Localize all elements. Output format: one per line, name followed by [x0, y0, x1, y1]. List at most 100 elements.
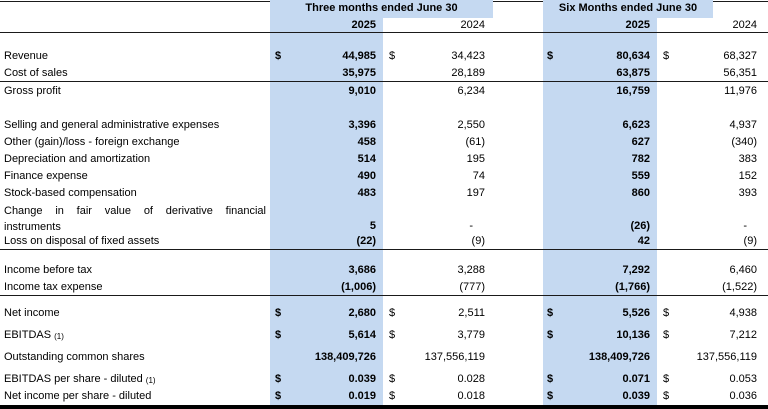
value-cell: 483: [357, 187, 376, 199]
currency-symbol: $: [547, 50, 554, 62]
currency-symbol: $: [275, 390, 282, 402]
currency-symbol: $: [547, 373, 554, 385]
value-cell: 4,937: [729, 119, 757, 131]
value-cell: 10,136: [616, 329, 650, 341]
value-cell: 44,985: [342, 50, 376, 62]
row-label: Income before tax: [4, 264, 93, 276]
table-row-other-gain-loss-fx: Other (gain)/loss - foreign exchange 458…: [0, 134, 768, 151]
value-cell: 138,409,726: [314, 351, 376, 363]
spacer-row: [0, 33, 768, 48]
value-cell: 627: [631, 136, 650, 148]
value-cell: 9,010: [348, 85, 376, 97]
row-label: Stock-based compensation: [4, 187, 137, 199]
table-row-cost-of-sales: Cost of sales 35,975 28,189 63,875 56,35…: [0, 65, 768, 82]
row-label: Net income per share - diluted: [4, 390, 152, 402]
value-cell: 137,556,119: [696, 351, 757, 363]
row-label: Net income: [4, 307, 60, 319]
value-cell: 383: [738, 153, 757, 165]
value-cell: 68,327: [723, 50, 757, 62]
value-cell: 0.039: [622, 390, 650, 402]
value-cell: 860: [631, 187, 650, 199]
table-row-outstanding-shares: Outstanding common shares 138,409,726 13…: [0, 349, 768, 366]
value-cell: 2,550: [457, 119, 485, 131]
table-row-ebitdas-per-share: EBITDAS per share - diluted (1) $0.039 $0…: [0, 371, 768, 388]
value-cell: 11,976: [724, 85, 757, 97]
currency-symbol: $: [389, 307, 396, 319]
value-cell: 0.071: [622, 373, 650, 385]
value-cell: (22): [356, 235, 376, 247]
value-cell: 2,680: [348, 307, 376, 319]
year-header-row: 2025 2024 2025 2024: [0, 18, 768, 33]
value-cell: 195: [466, 153, 485, 165]
table-row-finance-expense: Finance expense 490 74 559 152: [0, 168, 768, 185]
year-header-2025-h: 2025: [625, 19, 650, 31]
value-cell: 7,212: [729, 329, 757, 341]
table-body: 2025 2024 2025 2024 Revenue $44,985 $34,…: [0, 18, 768, 405]
currency-symbol: $: [663, 307, 670, 319]
currency-symbol: $: [547, 390, 554, 402]
value-cell: 490: [357, 170, 376, 182]
currency-symbol: $: [275, 50, 282, 62]
value-cell: 559: [631, 170, 650, 182]
footnote-marker: (1): [145, 376, 156, 385]
value-cell: (1,006): [341, 281, 376, 293]
value-cell: 56,351: [723, 67, 757, 79]
currency-symbol: $: [275, 307, 282, 319]
value-cell: 42: [637, 235, 650, 247]
value-cell: 3,686: [348, 264, 376, 276]
year-header-2024-h: 2024: [732, 19, 757, 31]
row-label: Gross profit: [4, 85, 61, 97]
value-cell: 152: [738, 170, 757, 182]
table-row-depreciation-amortization: Depreciation and amortization 514 195 78…: [0, 151, 768, 168]
row-label: Finance expense: [4, 170, 88, 182]
currency-symbol: $: [663, 390, 670, 402]
value-cell: 63,875: [616, 67, 650, 79]
spacer-row: [0, 250, 768, 262]
value-cell: 28,189: [451, 67, 485, 79]
value-cell: 0.039: [348, 373, 376, 385]
row-label-text: EBITDAS: [4, 329, 52, 341]
row-label-text: EBITDAS per share - diluted: [4, 373, 143, 385]
value-cell: (340): [731, 136, 757, 148]
row-label: Revenue: [4, 50, 49, 62]
row-label: Other (gain)/loss - foreign exchange: [4, 136, 180, 148]
value-cell: 514: [357, 153, 376, 165]
row-label: Cost of sales: [4, 67, 68, 79]
currency-symbol: $: [663, 373, 670, 385]
value-cell: 197: [466, 187, 485, 199]
value-cell: (9): [471, 235, 485, 247]
value-cell: 74: [472, 170, 485, 182]
table-row-loss-on-disposal: Loss on disposal of fixed assets (22) (9…: [0, 234, 768, 250]
value-cell: 3,396: [348, 119, 376, 131]
table-row-income-tax-expense: Income tax expense (1,006) (777) (1,766)…: [0, 279, 768, 296]
value-cell: 138,409,726: [588, 351, 650, 363]
value-cell: (61): [465, 136, 485, 148]
highlight-band-six-months: [543, 0, 713, 18]
value-cell: 0.028: [457, 373, 485, 385]
table-row-ebitdas: EBITDAS (1) $5,614 $3,779 $10,136 $7,212: [0, 327, 768, 344]
value-cell: -: [469, 220, 473, 232]
currency-symbol: $: [663, 329, 670, 341]
value-cell: 35,975: [342, 67, 376, 79]
currency-symbol: $: [275, 373, 282, 385]
value-cell: 3,288: [457, 264, 485, 276]
currency-symbol: $: [547, 307, 554, 319]
value-cell: (26): [630, 220, 650, 232]
currency-symbol: $: [389, 373, 396, 385]
row-label: Change in fair value of derivative finan…: [4, 205, 266, 233]
currency-symbol: $: [547, 329, 554, 341]
value-cell: 0.036: [729, 390, 757, 402]
value-cell: (1,766): [615, 281, 650, 293]
value-cell: 34,423: [451, 50, 485, 62]
spacer-row: [0, 296, 768, 305]
highlight-band-three-months: [270, 0, 493, 18]
value-cell: -: [743, 220, 747, 232]
value-cell: 5,526: [622, 307, 650, 319]
value-cell: 0.053: [729, 373, 757, 385]
row-label: EBITDAS (1): [0, 327, 270, 344]
value-cell: 0.019: [348, 390, 376, 402]
row-label: Depreciation and amortization: [4, 153, 151, 165]
table-bottom-border: [0, 405, 768, 409]
row-label: Loss on disposal of fixed assets: [4, 235, 160, 247]
